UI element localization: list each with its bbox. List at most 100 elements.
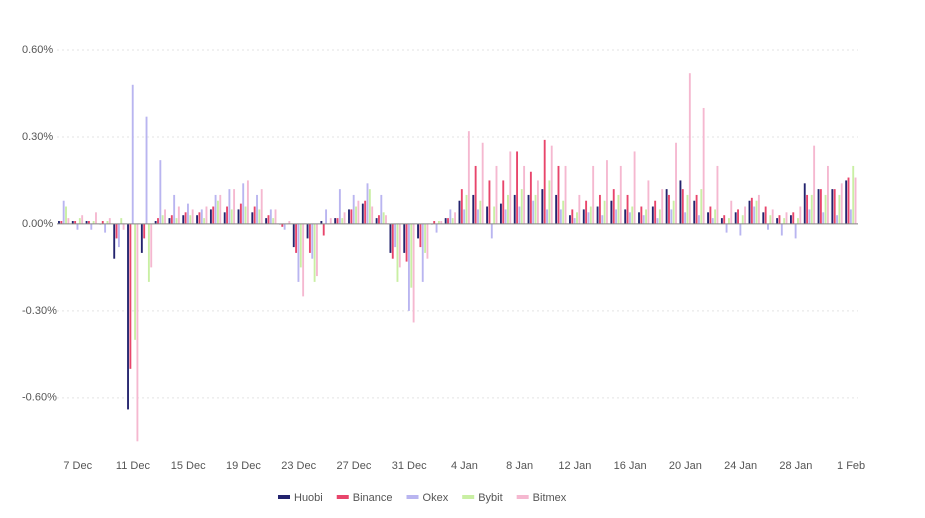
bar xyxy=(518,206,521,224)
bar xyxy=(822,212,825,224)
bar xyxy=(803,183,806,224)
x-tick-label: 8 Jan xyxy=(506,460,533,472)
legend-label: Bybit xyxy=(478,492,502,504)
bar xyxy=(375,218,378,224)
bar xyxy=(433,221,436,224)
bar xyxy=(727,218,730,224)
bar xyxy=(189,215,192,224)
bar xyxy=(836,215,838,224)
bar xyxy=(316,223,318,277)
bar xyxy=(543,139,546,224)
bar xyxy=(714,209,717,224)
bar xyxy=(720,218,723,224)
bar xyxy=(421,223,424,282)
bar xyxy=(134,223,137,340)
bar xyxy=(739,223,742,236)
bar xyxy=(131,84,134,224)
bar xyxy=(668,194,670,224)
bar xyxy=(465,194,468,224)
bar xyxy=(502,180,505,224)
bar xyxy=(269,209,272,224)
bar xyxy=(780,223,783,236)
bar xyxy=(645,209,647,224)
bar xyxy=(184,212,187,224)
bar xyxy=(838,194,841,224)
bar xyxy=(826,165,829,224)
bar xyxy=(794,223,797,239)
bar xyxy=(797,218,799,224)
bar xyxy=(808,209,811,224)
bar xyxy=(154,221,157,224)
bar xyxy=(665,189,668,224)
bar xyxy=(281,223,284,227)
bar xyxy=(688,73,691,224)
bar xyxy=(444,218,447,224)
bar xyxy=(417,223,419,239)
bar xyxy=(246,180,249,224)
bar xyxy=(157,218,159,224)
bar xyxy=(341,218,344,224)
bar xyxy=(569,215,571,224)
bar xyxy=(709,206,712,224)
bar xyxy=(348,209,350,224)
bar xyxy=(308,223,311,253)
bar xyxy=(297,223,300,282)
x-tick-label: 11 Dec xyxy=(116,460,151,472)
legend-label: Bitmex xyxy=(533,492,567,504)
bar xyxy=(187,203,189,224)
bar xyxy=(693,200,696,224)
bar xyxy=(117,223,120,248)
bar xyxy=(610,200,613,224)
bar xyxy=(695,194,698,224)
bar xyxy=(223,212,226,224)
bar xyxy=(398,223,401,268)
bar xyxy=(840,183,843,224)
bar xyxy=(352,194,355,224)
bar xyxy=(463,209,466,224)
x-tick-label: 4 Jan xyxy=(451,460,478,472)
bar xyxy=(813,145,816,224)
bar xyxy=(447,218,449,224)
bar xyxy=(198,212,201,224)
bar xyxy=(819,189,822,224)
bar xyxy=(755,200,758,224)
bar xyxy=(684,212,687,224)
bar xyxy=(730,200,733,224)
bar xyxy=(458,200,461,224)
bar xyxy=(454,212,456,224)
bar xyxy=(507,194,509,224)
bar xyxy=(101,221,104,224)
bar xyxy=(778,215,781,224)
bar xyxy=(785,212,788,224)
bar xyxy=(329,218,332,224)
bar xyxy=(62,200,65,224)
bar xyxy=(587,212,590,224)
bar xyxy=(394,223,397,248)
bar xyxy=(702,107,705,224)
legend-swatch xyxy=(516,495,529,499)
legend-swatch xyxy=(336,495,349,499)
bar xyxy=(435,223,438,233)
bar xyxy=(686,194,689,224)
bar xyxy=(638,212,640,224)
bar xyxy=(831,189,834,224)
y-tick-label: -0.30% xyxy=(22,305,57,317)
bar xyxy=(405,223,408,262)
bar xyxy=(74,221,77,224)
bar xyxy=(810,194,813,224)
y-tick-label: 0.60% xyxy=(22,44,53,56)
bar xyxy=(523,165,526,224)
bar xyxy=(654,200,657,224)
bar xyxy=(378,215,380,224)
bar xyxy=(603,200,606,224)
bar xyxy=(771,209,774,224)
bar xyxy=(486,206,489,224)
bar xyxy=(78,218,81,224)
bar xyxy=(516,151,519,224)
bar xyxy=(302,223,305,297)
bar xyxy=(753,206,756,224)
bar xyxy=(306,223,309,239)
y-tick-label: 0.00% xyxy=(22,218,53,230)
bar xyxy=(129,223,132,369)
